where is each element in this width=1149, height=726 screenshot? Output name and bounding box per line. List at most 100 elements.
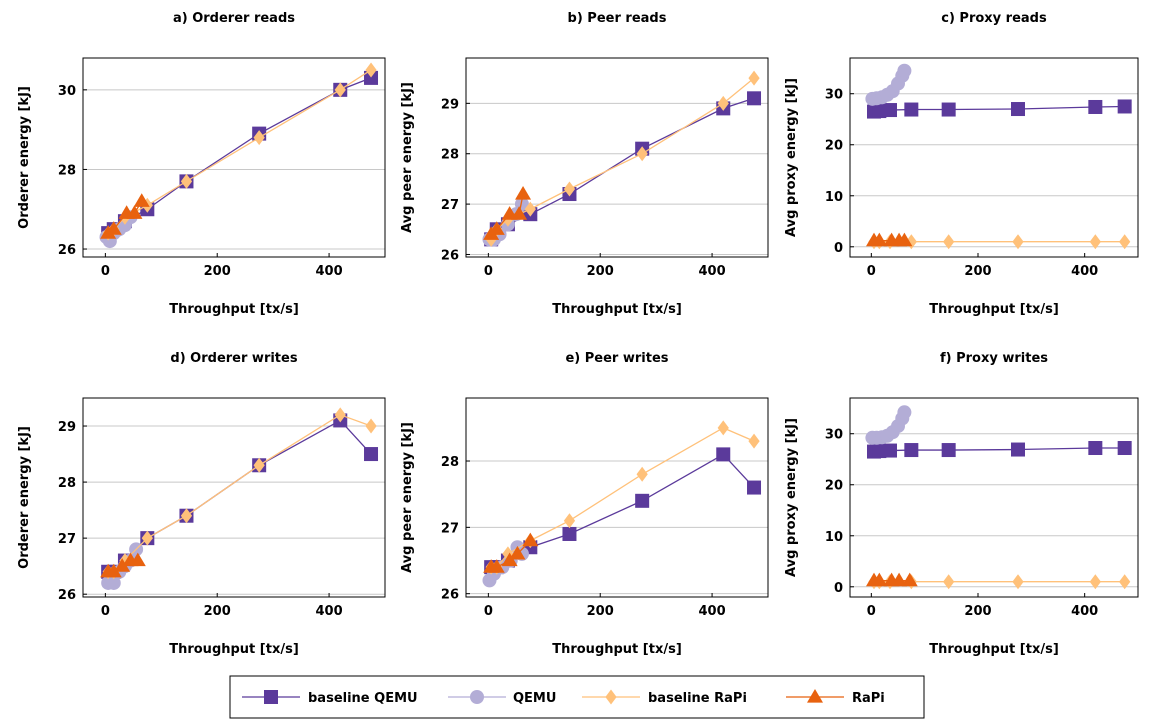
x-tick-label: 400 — [1071, 604, 1098, 619]
point-baseline-qemu — [635, 493, 650, 508]
series-baseline-qemu — [867, 99, 1132, 119]
legend-label: baseline RaPi — [648, 691, 747, 706]
legend-marker — [605, 689, 617, 705]
x-tick-label: 200 — [587, 604, 614, 619]
y-axis-label: Orderer energy [kJ] — [17, 86, 32, 229]
point-baseline-qemu — [562, 526, 577, 541]
plot-frame — [82, 57, 386, 258]
y-tick-label: 20 — [825, 139, 843, 154]
point-qemu — [897, 405, 912, 420]
point-baseline-qemu — [1011, 102, 1025, 117]
y-tick-label: 0 — [834, 241, 843, 256]
chart-title: e) Peer writes — [565, 351, 668, 366]
x-tick-label: 400 — [699, 604, 726, 619]
x-axis-label: Throughput [tx/s] — [552, 642, 682, 657]
series-rapi — [866, 232, 913, 247]
y-tick-label: 28 — [441, 148, 459, 163]
point-baseline-qemu — [941, 443, 956, 458]
series-rapi — [100, 552, 146, 578]
point-baseline-qemu — [883, 103, 897, 118]
x-tick-label: 200 — [204, 264, 231, 279]
point-rapi — [105, 563, 122, 578]
point-rapi — [871, 232, 888, 247]
point-qemu — [897, 63, 912, 78]
point-baseline-rapi — [563, 513, 576, 529]
panel-f-proxy-writes: f) Proxy writes 0 10 20 30 0 200 400 Throughput … — [784, 351, 1139, 657]
y-tick-label: 0 — [834, 581, 843, 596]
point-baseline-rapi — [1119, 234, 1131, 250]
legend-label: baseline QEMU — [308, 691, 418, 706]
y-tick-label: 29 — [441, 97, 459, 112]
x-tick-label: 0 — [867, 604, 876, 619]
point-baseline-rapi — [334, 82, 346, 98]
point-baseline-qemu — [872, 104, 887, 119]
y-axis-label: Avg proxy energy [kJ] — [784, 78, 799, 237]
legend-label: QEMU — [513, 691, 556, 706]
y-tick-label: 27 — [441, 521, 459, 536]
legend: baseline QEMU QEMU baseline RaPi RaPi — [229, 675, 925, 719]
legend-item-qemu: QEMU — [448, 690, 556, 706]
chart-title: a) Orderer reads — [173, 11, 295, 26]
x-tick-label: 200 — [204, 604, 231, 619]
series-rapi — [866, 572, 918, 587]
point-baseline-rapi — [1119, 574, 1131, 590]
point-rapi — [896, 232, 913, 247]
y-tick-label: 30 — [58, 84, 76, 99]
x-axis-label: Throughput [tx/s] — [552, 302, 682, 317]
series-rapi — [483, 532, 539, 573]
point-baseline-rapi — [334, 407, 346, 423]
legend-item-baseline-qemu: baseline QEMU — [242, 690, 418, 706]
series-qemu — [865, 63, 912, 106]
point-baseline-qemu — [364, 447, 379, 462]
y-tick-label: 26 — [441, 588, 459, 603]
point-baseline-qemu — [747, 480, 762, 495]
panel-a-orderer-reads: a) Orderer reads 26 28 30 0 200 400 Throughput … — [17, 11, 386, 317]
point-baseline-rapi — [253, 457, 265, 473]
point-baseline-rapi — [636, 146, 648, 162]
point-baseline-qemu — [1088, 441, 1103, 456]
series-baseline-qemu — [101, 413, 379, 579]
point-baseline-rapi — [1012, 234, 1024, 250]
point-baseline-rapi — [717, 420, 729, 436]
point-baseline-qemu — [904, 443, 919, 458]
legend-item-baseline-rapi: baseline RaPi — [582, 689, 747, 706]
x-tick-label: 0 — [484, 604, 493, 619]
point-baseline-rapi — [180, 173, 193, 189]
plot-frame — [849, 397, 1139, 598]
point-baseline-rapi — [943, 234, 955, 250]
x-axis-label: Throughput [tx/s] — [169, 302, 299, 317]
point-baseline-qemu — [872, 444, 887, 459]
plot-frame — [465, 57, 769, 258]
panel-c-proxy-reads: c) Proxy reads 0 10 20 30 0 200 400 Throughput [… — [784, 11, 1139, 317]
y-tick-label: 28 — [58, 476, 76, 491]
series-baseline-qemu — [867, 441, 1132, 459]
series-qemu — [865, 405, 912, 445]
point-rapi — [511, 206, 528, 220]
legend-marker — [807, 689, 823, 703]
y-tick-label: 28 — [58, 163, 76, 178]
plot-frame — [465, 397, 769, 598]
x-tick-label: 0 — [867, 264, 876, 279]
x-tick-label: 200 — [964, 264, 991, 279]
point-baseline-rapi — [636, 466, 648, 482]
series-baseline-qemu — [101, 70, 379, 241]
y-tick-label: 26 — [58, 588, 76, 603]
point-rapi — [891, 572, 908, 587]
point-rapi — [871, 572, 888, 587]
point-baseline-rapi — [141, 530, 153, 546]
legend-marker — [470, 690, 484, 704]
point-baseline-rapi — [943, 574, 955, 590]
y-axis-label: Avg peer energy [kJ] — [400, 82, 415, 233]
series-rapi — [100, 193, 150, 239]
x-axis-label: Throughput [tx/s] — [929, 302, 1059, 317]
point-baseline-qemu — [747, 91, 762, 106]
panel-d-orderer-writes: d) Orderer writes 26 27 28 29 0 200 400 Throughp… — [17, 351, 386, 657]
point-rapi — [126, 205, 143, 219]
series-baseline-qemu — [484, 91, 762, 247]
point-baseline-rapi — [524, 201, 536, 217]
point-baseline-rapi — [748, 433, 760, 449]
point-rapi — [522, 532, 539, 547]
x-tick-label: 0 — [101, 264, 110, 279]
x-tick-label: 400 — [316, 264, 343, 279]
